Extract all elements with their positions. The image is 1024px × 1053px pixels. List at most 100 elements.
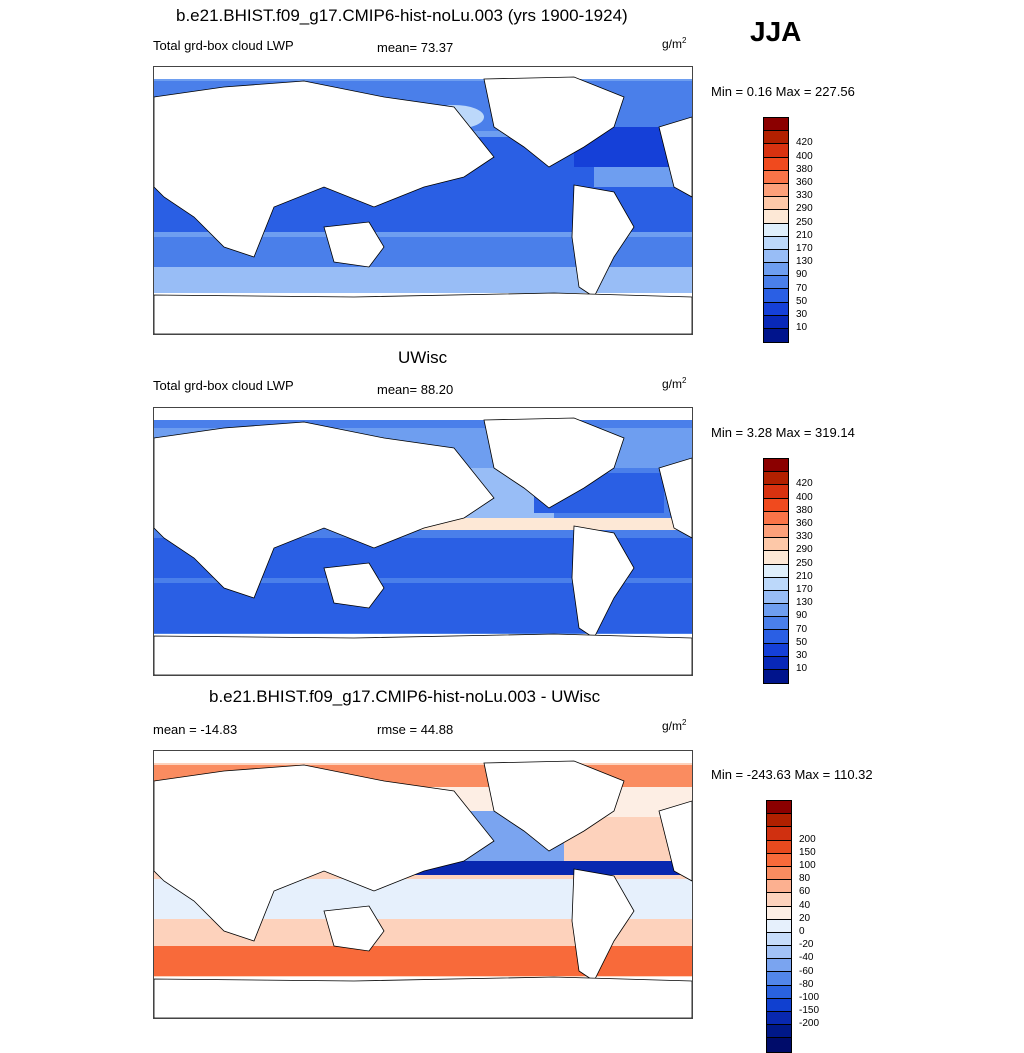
panel-3-mean-label: mean = -14.83 xyxy=(153,722,238,737)
colorbar-box xyxy=(764,210,788,224)
colorbar-tick-label: 330 xyxy=(796,531,813,543)
colorbar-box xyxy=(764,249,788,264)
colorbar-box xyxy=(764,577,788,591)
colorbar-box xyxy=(767,853,791,867)
colorbar-box xyxy=(764,617,788,631)
colorbar-box xyxy=(764,223,788,237)
colorbar-box xyxy=(767,866,791,881)
colorbar-tick-label: 150 xyxy=(799,846,816,858)
colorbar-tick-label: 400 xyxy=(796,150,813,162)
colorbar-box xyxy=(764,630,788,644)
panel-1-colorbar xyxy=(763,117,789,344)
colorbar-box xyxy=(764,170,788,184)
colorbar-tick-label: -80 xyxy=(799,978,814,990)
colorbar-tick-label: 30 xyxy=(796,309,808,320)
panel-2-units: g/m2 xyxy=(662,376,687,391)
panel-3-rmse-label: rmse = 44.88 xyxy=(377,722,454,737)
panel-1-left-label: Total grd-box cloud LWP xyxy=(153,38,294,53)
panel-1-units: g/m2 xyxy=(662,36,687,51)
panel-2-left-label: Total grd-box cloud LWP xyxy=(153,378,294,393)
colorbar-tick-label: 50 xyxy=(796,295,808,307)
colorbar-tick-label: -100 xyxy=(799,992,820,1003)
colorbar-box xyxy=(764,302,788,316)
colorbar-box xyxy=(764,197,788,211)
colorbar-tick-label: 130 xyxy=(796,256,813,268)
colorbar-box xyxy=(764,157,788,171)
colorbar-tick-label: -40 xyxy=(799,952,814,964)
colorbar-tick-label: 20 xyxy=(799,912,811,924)
colorbar-tick-label: 80 xyxy=(799,873,811,885)
colorbar-box xyxy=(767,801,791,815)
colorbar-tick-label: 90 xyxy=(796,610,808,622)
colorbar-tick-label: -20 xyxy=(799,939,814,951)
colorbar-box xyxy=(764,236,788,250)
colorbar-box xyxy=(767,946,791,960)
panel-2-minmax: Min = 3.28 Max = 319.14 xyxy=(711,425,855,440)
colorbar-box xyxy=(764,276,788,290)
colorbar-box xyxy=(767,919,791,933)
colorbar-tick-label: 10 xyxy=(796,322,808,334)
colorbar-box xyxy=(764,498,788,512)
colorbar-tick-label: 420 xyxy=(796,478,813,490)
colorbar-tick-label: 400 xyxy=(796,491,813,503)
colorbar-box xyxy=(764,538,788,552)
colorbar-box xyxy=(764,459,788,473)
panel-2-mean-label: mean= 88.20 xyxy=(377,382,454,397)
colorbar-box xyxy=(764,118,788,132)
colorbar-tick-label: 290 xyxy=(796,544,813,556)
colorbar-box xyxy=(764,289,788,303)
colorbar-box xyxy=(764,670,788,684)
colorbar-tick-label: 200 xyxy=(799,833,816,845)
panel-1-map xyxy=(153,66,693,335)
colorbar-tick-label: 40 xyxy=(799,899,811,911)
colorbar-box xyxy=(764,604,788,618)
panel-3-map xyxy=(153,750,693,1019)
colorbar-tick-label: 360 xyxy=(796,177,813,188)
colorbar-tick-label: 330 xyxy=(796,190,813,202)
colorbar-tick-label: 360 xyxy=(796,518,813,529)
colorbar-tick-label: 170 xyxy=(796,243,813,254)
panel-2-title: UWisc xyxy=(398,348,448,367)
colorbar-box xyxy=(764,511,788,525)
colorbar-box xyxy=(764,263,788,277)
colorbar-box xyxy=(764,131,788,145)
panel-2-map xyxy=(153,407,693,676)
panel-1-mean-label: mean= 73.37 xyxy=(377,40,454,55)
colorbar-box xyxy=(767,880,791,894)
colorbar-tick-label: 10 xyxy=(796,663,808,675)
colorbar-tick-label: 30 xyxy=(796,650,808,661)
colorbar-tick-label: 50 xyxy=(796,636,808,648)
colorbar-box xyxy=(767,959,791,973)
panel-3-minmax: Min = -243.63 Max = 110.32 xyxy=(711,767,873,782)
colorbar-tick-label: 210 xyxy=(796,229,813,241)
colorbar-box xyxy=(767,814,791,828)
panel-1-minmax: Min = 0.16 Max = 227.56 xyxy=(711,84,855,99)
colorbar-box xyxy=(767,985,791,999)
colorbar-tick-label: 70 xyxy=(796,623,808,635)
panel-3-units: g/m2 xyxy=(662,718,687,733)
colorbar-box xyxy=(764,643,788,657)
panel-3-colorbar xyxy=(766,800,792,1053)
colorbar-tick-label: 380 xyxy=(796,163,813,175)
colorbar-tick-label: 250 xyxy=(796,216,813,228)
colorbar-tick-label: 250 xyxy=(796,557,813,569)
panel-2-colorbar xyxy=(763,458,789,685)
colorbar-tick-label: 290 xyxy=(796,203,813,215)
colorbar-box xyxy=(764,329,788,343)
colorbar-box xyxy=(764,564,788,578)
season-label: JJA xyxy=(750,16,802,47)
colorbar-box xyxy=(764,144,788,158)
colorbar-box xyxy=(764,656,788,670)
colorbar-tick-label: -60 xyxy=(799,965,814,977)
colorbar-box xyxy=(767,1012,791,1026)
colorbar-tick-label: 60 xyxy=(799,886,811,898)
colorbar-tick-label: 420 xyxy=(796,137,813,149)
colorbar-box xyxy=(767,840,791,854)
colorbar-box xyxy=(767,906,791,920)
colorbar-tick-label: 210 xyxy=(796,570,813,582)
colorbar-box xyxy=(764,183,788,198)
colorbar-tick-label: 70 xyxy=(796,282,808,294)
colorbar-box xyxy=(764,485,788,499)
colorbar-box xyxy=(767,972,791,986)
colorbar-tick-label: 0 xyxy=(799,926,805,937)
